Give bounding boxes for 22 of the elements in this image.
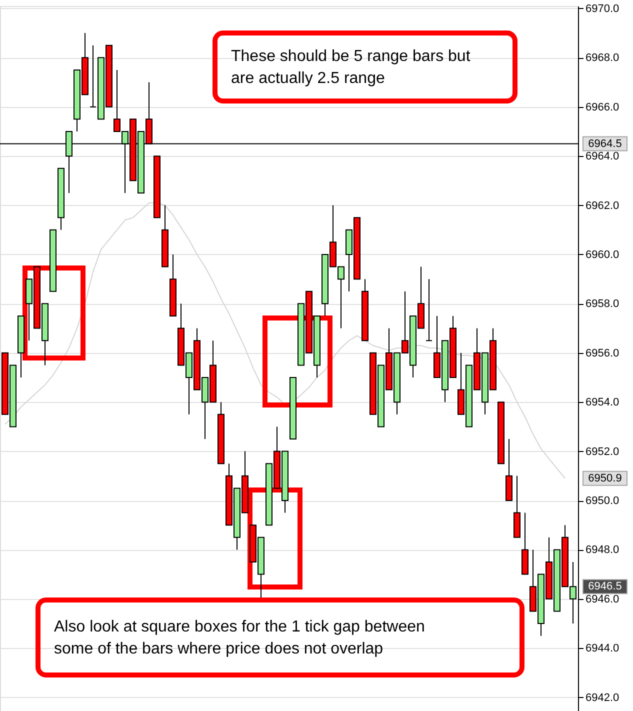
y-tick-label: 6954.0 <box>586 396 620 409</box>
y-tick-label: 6950.0 <box>586 495 620 507</box>
ref-line-label: 6964.5 <box>588 138 622 150</box>
y-tick-label: 6962.0 <box>586 200 620 212</box>
line-series <box>4 202 566 479</box>
y-tick-label: 6946.0 <box>586 593 620 606</box>
y-tick-label: 6966.0 <box>586 101 620 114</box>
annotation: These should be 5 range bars but are actually 2.5 range <box>231 48 471 87</box>
y-tick-label: 6952.0 <box>586 446 620 458</box>
y-tick-label: 6942.0 <box>586 692 620 704</box>
annotation: Also look at square boxes for the 1 tick gap between some of the bars where price does not overlap <box>54 618 425 658</box>
y-tick-label: 6958.0 <box>586 298 620 310</box>
y-tick-label: 6944.0 <box>586 642 620 655</box>
y-tick-label: 6960.0 <box>586 248 620 261</box>
y-tick-label: 6968.0 <box>586 52 620 64</box>
y-tick-label: 6964.0 <box>586 150 620 163</box>
y-tick-label: 6970.0 <box>586 2 620 15</box>
y-tick-label: 6956.0 <box>586 347 620 360</box>
y-tick-label: 6948.0 <box>586 544 620 556</box>
text: 6950.9 <box>588 472 622 484</box>
text: 6946.5 <box>588 580 622 593</box>
candlestick <box>426 278 432 342</box>
